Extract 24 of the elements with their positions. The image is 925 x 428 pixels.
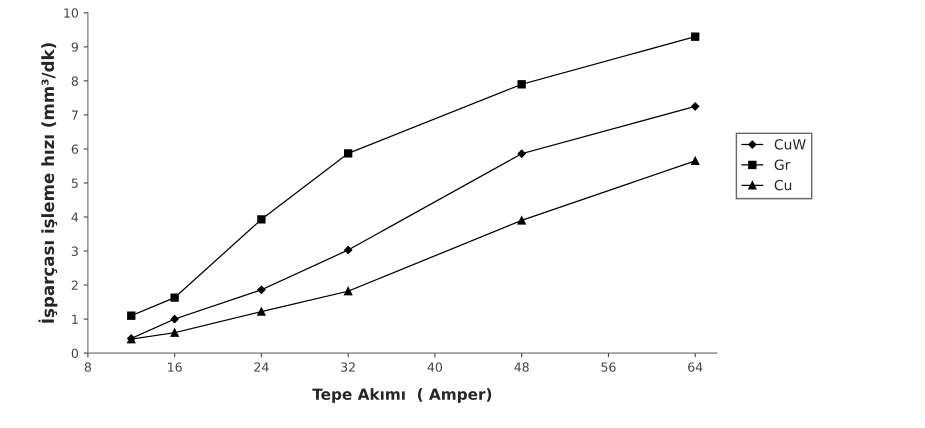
- y-tick-label: 2: [72, 280, 78, 290]
- x-tick-label: 48: [514, 362, 529, 372]
- y-tick-label: 1: [72, 314, 78, 324]
- legend-label: CuW: [774, 139, 806, 150]
- x-tick-label: 24: [254, 362, 269, 372]
- x-tick-label: 40: [428, 362, 442, 372]
- y-tick-label: 3: [72, 246, 78, 256]
- legend-label: Gr: [774, 159, 790, 170]
- y-tick-label: 8: [72, 76, 78, 86]
- x-tick-label: 32: [341, 362, 355, 372]
- legend-label: Cu: [774, 180, 792, 190]
- y-tick-label: 10: [64, 8, 78, 18]
- y-axis-title: İşparçası işleme hızı (mm³/dk): [38, 43, 58, 323]
- y-tick-label: 4: [72, 212, 78, 222]
- x-tick-label: 8: [84, 362, 91, 372]
- y-tick-label: 9: [72, 42, 78, 52]
- y-tick-label: 6: [72, 144, 78, 154]
- y-tick-label: 0: [72, 348, 78, 358]
- x-tick-label: 64: [688, 362, 702, 372]
- x-tick-label: 56: [601, 362, 616, 372]
- y-tick-label: 5: [72, 178, 78, 188]
- x-axis-title: Tepe Akımı ( Amper): [312, 388, 492, 403]
- x-tick-label: 16: [168, 362, 182, 372]
- y-tick-label: 7: [72, 110, 78, 120]
